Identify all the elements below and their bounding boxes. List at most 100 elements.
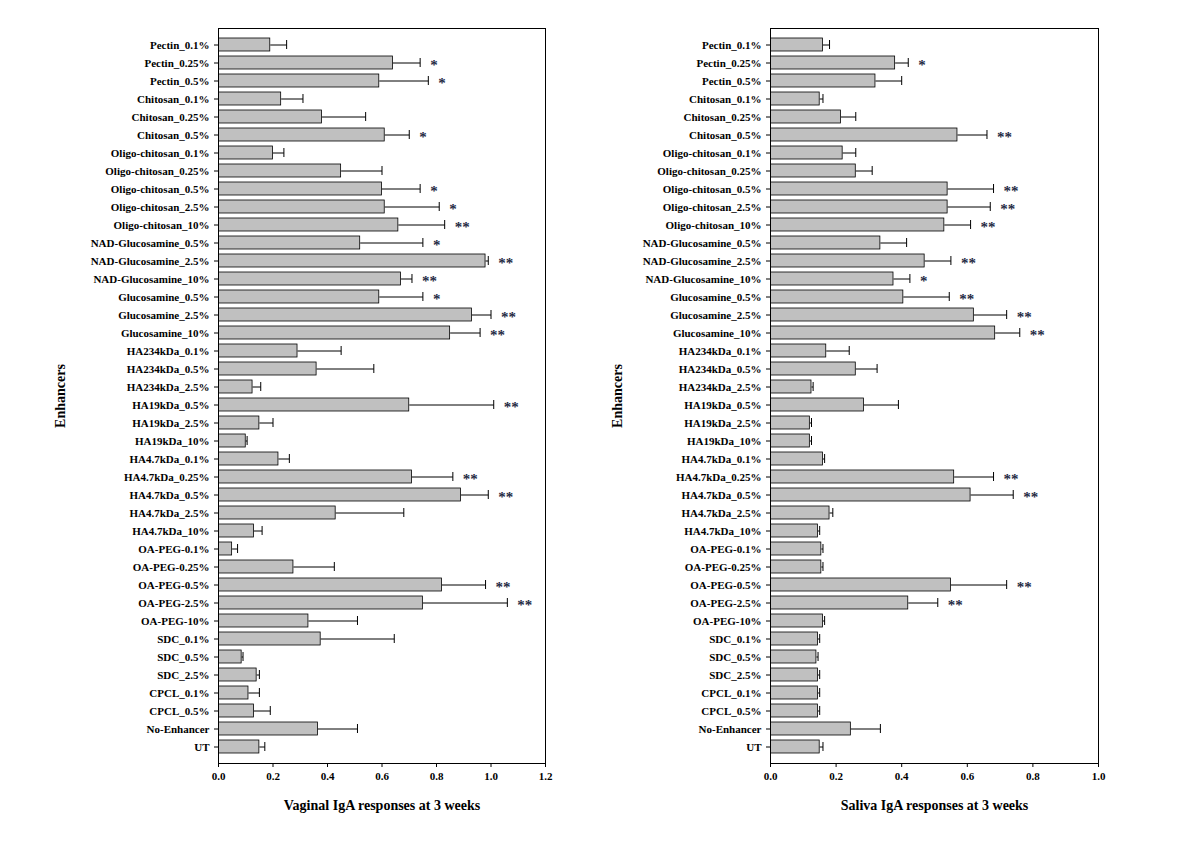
- svg-text:**: **: [997, 129, 1012, 145]
- svg-text:**: **: [455, 219, 470, 235]
- svg-text:Chitosan_0.1%: Chitosan_0.1%: [689, 93, 761, 105]
- svg-text:Enhancers: Enhancers: [53, 364, 68, 428]
- svg-text:Oligo-chitosan_10%: Oligo-chitosan_10%: [114, 219, 210, 231]
- svg-text:**: **: [1023, 489, 1038, 505]
- svg-text:HA4.7kDa_2.5%: HA4.7kDa_2.5%: [681, 507, 761, 519]
- svg-text:**: **: [1004, 183, 1019, 199]
- svg-text:**: **: [959, 291, 974, 307]
- svg-text:HA19kDa_10%: HA19kDa_10%: [687, 435, 762, 447]
- svg-text:Chitosan_0.5%: Chitosan_0.5%: [689, 129, 761, 141]
- svg-text:Pectin_0.25%: Pectin_0.25%: [696, 57, 761, 69]
- svg-text:OA-PEG-0.25%: OA-PEG-0.25%: [133, 561, 210, 573]
- svg-text:OA-PEG-2.5%: OA-PEG-2.5%: [690, 597, 761, 609]
- svg-text:1.0: 1.0: [1092, 770, 1106, 782]
- svg-text:Enhancers: Enhancers: [610, 364, 625, 428]
- svg-text:Vaginal IgA responses at 3 wee: Vaginal IgA responses at 3 weeks: [284, 798, 481, 813]
- svg-text:CPCL_0.1%: CPCL_0.1%: [149, 687, 209, 699]
- svg-text:OA-PEG-10%: OA-PEG-10%: [693, 615, 761, 627]
- svg-text:HA234kDa_0.5%: HA234kDa_0.5%: [679, 363, 762, 375]
- svg-text:HA19kDa_2.5%: HA19kDa_2.5%: [684, 417, 761, 429]
- svg-text:**: **: [948, 597, 963, 613]
- svg-text:HA4.7kDa_0.5%: HA4.7kDa_0.5%: [129, 489, 209, 501]
- svg-text:HA234kDa_0.1%: HA234kDa_0.1%: [679, 345, 762, 357]
- svg-text:*: *: [920, 273, 928, 289]
- svg-text:**: **: [1004, 471, 1019, 487]
- svg-text:*: *: [433, 291, 441, 307]
- svg-text:1.2: 1.2: [539, 770, 553, 782]
- svg-text:HA234kDa_2.5%: HA234kDa_2.5%: [679, 381, 762, 393]
- svg-text:**: **: [496, 579, 511, 595]
- svg-text:Saliva IgA responses at 3 week: Saliva IgA responses at 3 weeks: [841, 798, 1029, 813]
- svg-text:0.4: 0.4: [321, 770, 335, 782]
- svg-text:*: *: [433, 237, 441, 253]
- svg-text:SDC_0.1%: SDC_0.1%: [157, 633, 209, 645]
- svg-text:SDC_0.1%: SDC_0.1%: [709, 633, 761, 645]
- svg-text:**: **: [501, 309, 516, 325]
- svg-text:0.4: 0.4: [895, 770, 909, 782]
- svg-text:*: *: [918, 57, 926, 73]
- svg-text:**: **: [463, 471, 478, 487]
- svg-text:Glucosamine_0.5%: Glucosamine_0.5%: [118, 291, 209, 303]
- svg-text:**: **: [498, 255, 513, 271]
- svg-text:HA4.7kDa_0.25%: HA4.7kDa_0.25%: [124, 471, 210, 483]
- svg-text:*: *: [419, 129, 427, 145]
- svg-text:*: *: [430, 183, 438, 199]
- svg-text:HA4.7kDa_0.25%: HA4.7kDa_0.25%: [676, 471, 762, 483]
- svg-text:0.0: 0.0: [764, 770, 778, 782]
- svg-text:Pectin_0.1%: Pectin_0.1%: [702, 39, 762, 51]
- svg-text:CPCL_0.5%: CPCL_0.5%: [701, 705, 761, 717]
- svg-text:**: **: [961, 255, 976, 271]
- svg-text:HA4.7kDa_0.5%: HA4.7kDa_0.5%: [681, 489, 761, 501]
- svg-text:SDC_2.5%: SDC_2.5%: [709, 669, 761, 681]
- svg-text:**: **: [1017, 579, 1032, 595]
- svg-text:Oligo-chitosan_0.1%: Oligo-chitosan_0.1%: [663, 147, 762, 159]
- svg-text:0.2: 0.2: [829, 770, 843, 782]
- svg-text:CPCL_0.5%: CPCL_0.5%: [149, 705, 209, 717]
- svg-text:0.6: 0.6: [375, 770, 389, 782]
- svg-text:0.8: 0.8: [1026, 770, 1040, 782]
- svg-text:SDC_0.5%: SDC_0.5%: [709, 651, 761, 663]
- svg-text:Oligo-chitosan_0.1%: Oligo-chitosan_0.1%: [111, 147, 210, 159]
- svg-text:HA19kDa_0.5%: HA19kDa_0.5%: [132, 399, 209, 411]
- svg-text:OA-PEG-0.1%: OA-PEG-0.1%: [690, 543, 761, 555]
- svg-text:HA4.7kDa_2.5%: HA4.7kDa_2.5%: [129, 507, 209, 519]
- svg-text:HA234kDa_0.5%: HA234kDa_0.5%: [127, 363, 210, 375]
- svg-text:HA4.7kDa_10%: HA4.7kDa_10%: [684, 525, 761, 537]
- svg-text:Pectin_0.1%: Pectin_0.1%: [150, 39, 210, 51]
- svg-text:SDC_2.5%: SDC_2.5%: [157, 669, 209, 681]
- svg-text:HA19kDa_2.5%: HA19kDa_2.5%: [132, 417, 209, 429]
- svg-text:Oligo-chitosan_0.25%: Oligo-chitosan_0.25%: [657, 165, 761, 177]
- svg-text:Glucosamine_10%: Glucosamine_10%: [121, 327, 210, 339]
- svg-text:**: **: [1017, 309, 1032, 325]
- svg-text:*: *: [430, 57, 438, 73]
- svg-text:HA4.7kDa_0.1%: HA4.7kDa_0.1%: [681, 453, 761, 465]
- svg-text:**: **: [422, 273, 437, 289]
- svg-text:HA4.7kDa_0.1%: HA4.7kDa_0.1%: [129, 453, 209, 465]
- svg-text:Pectin_0.25%: Pectin_0.25%: [144, 57, 209, 69]
- svg-text:UT: UT: [194, 741, 210, 753]
- svg-text:**: **: [1000, 201, 1015, 217]
- svg-text:0.0: 0.0: [212, 770, 226, 782]
- svg-text:**: **: [517, 597, 532, 613]
- svg-text:OA-PEG-0.5%: OA-PEG-0.5%: [690, 579, 761, 591]
- svg-text:*: *: [438, 75, 446, 91]
- svg-text:OA-PEG-0.5%: OA-PEG-0.5%: [138, 579, 209, 591]
- svg-text:Glucosamine_2.5%: Glucosamine_2.5%: [118, 309, 209, 321]
- svg-text:UT: UT: [746, 741, 762, 753]
- svg-text:NAD-Glucosamine_0.5%: NAD-Glucosamine_0.5%: [91, 237, 210, 249]
- svg-text:Oligo-chitosan_10%: Oligo-chitosan_10%: [666, 219, 762, 231]
- svg-text:Pectin_0.5%: Pectin_0.5%: [702, 75, 762, 87]
- svg-text:0.6: 0.6: [960, 770, 974, 782]
- svg-text:No-Enhancer: No-Enhancer: [699, 723, 762, 735]
- svg-text:OA-PEG-2.5%: OA-PEG-2.5%: [138, 597, 209, 609]
- svg-text:OA-PEG-0.1%: OA-PEG-0.1%: [138, 543, 209, 555]
- svg-text:HA19kDa_0.5%: HA19kDa_0.5%: [684, 399, 761, 411]
- svg-text:No-Enhancer: No-Enhancer: [147, 723, 210, 735]
- svg-text:NAD-Glucosamine_2.5%: NAD-Glucosamine_2.5%: [91, 255, 210, 267]
- svg-text:Chitosan_0.1%: Chitosan_0.1%: [137, 93, 209, 105]
- svg-text:OA-PEG-0.25%: OA-PEG-0.25%: [685, 561, 762, 573]
- svg-text:0.2: 0.2: [266, 770, 280, 782]
- svg-text:Glucosamine_10%: Glucosamine_10%: [673, 327, 762, 339]
- svg-text:HA19kDa_10%: HA19kDa_10%: [135, 435, 210, 447]
- svg-text:NAD-Glucosamine_2.5%: NAD-Glucosamine_2.5%: [643, 255, 762, 267]
